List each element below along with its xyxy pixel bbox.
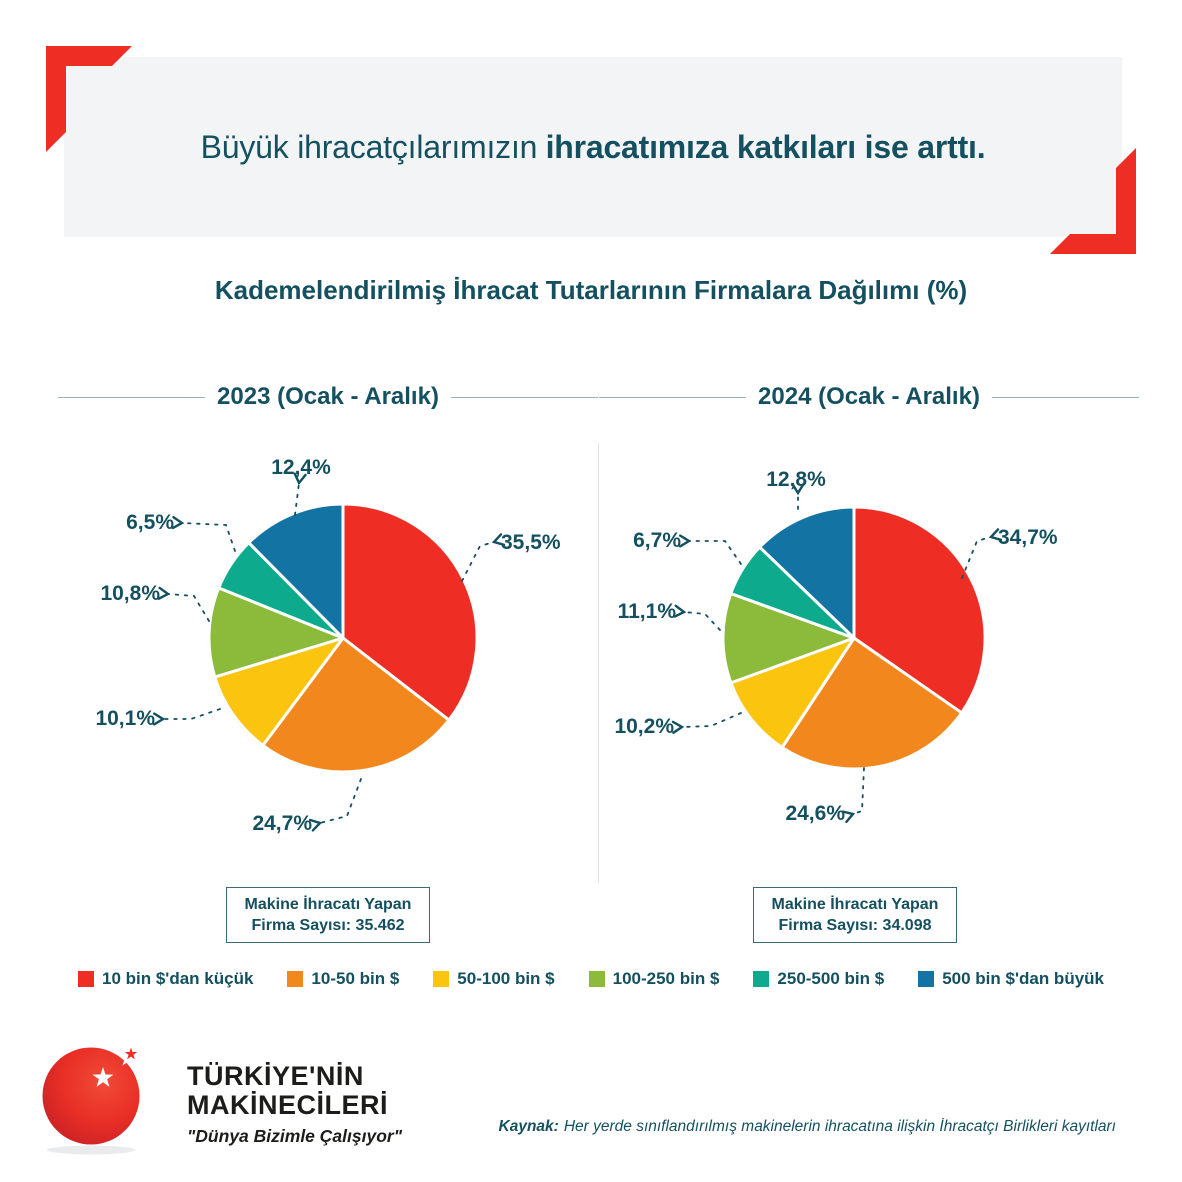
corner-accent-top-left-icon	[46, 46, 132, 152]
title-rule-left	[58, 396, 206, 398]
page-title-regular: Büyük ihracatçılarımızın	[200, 128, 538, 165]
chart-2024: 2024 (Ocak - Aralık) 34,7% 24,6% 10,2% 11,1…	[599, 379, 1139, 943]
pie-slice-2	[780, 636, 964, 771]
logo-red-star-icon	[117, 1039, 145, 1066]
legend-label: 500 bin $'dan büyük	[942, 969, 1104, 988]
pie-value-label: 10,8%	[100, 582, 160, 605]
chart-2023: 2023 (Ocak - Aralık) 35,5% 24,7% 10,1% 10,8…	[58, 379, 598, 943]
pie-value-label: 10,2%	[614, 715, 674, 738]
leader-line	[295, 483, 299, 516]
brand-name: TÜRKİYE'NİN MAKİNECİLERİ	[187, 1062, 447, 1120]
pie-slice-1	[852, 505, 987, 715]
pie-slice-4	[207, 586, 345, 679]
leader-line	[320, 778, 362, 823]
pie-value-label: 12,8%	[766, 468, 826, 491]
leader-line	[853, 767, 865, 814]
page-title: Büyük ihracatçılarımızın ihracatımıza kat…	[201, 129, 986, 166]
legend-swatch-orange	[287, 971, 304, 987]
firm-count-line1: Makine İhracatı Yapan	[771, 896, 939, 913]
source-note: Kaynak: Her yerde sınıflandırılmış makine…	[499, 1118, 1116, 1136]
pie-value-label: 34,7%	[998, 526, 1058, 549]
firm-count-line1: Makine İhracatı Yapan	[244, 896, 412, 913]
legend-label: 10-50 bin $	[311, 969, 400, 988]
header-banner: Büyük ihracatçılarımızın ihracatımıza kat…	[46, 46, 1136, 254]
legend-swatch-blue	[918, 971, 935, 987]
pie-value-label: 10,1%	[95, 707, 155, 730]
chart-title-text: 2024 (Ocak - Aralık)	[758, 383, 980, 410]
pie-chart-2023: 35,5% 24,7% 10,1% 10,8% 6,5% 12,4%	[95, 456, 561, 835]
legend-swatch-green	[588, 971, 605, 987]
legend-label: 100-250 bin $	[612, 969, 720, 988]
pie-value-label: 12,4%	[271, 456, 331, 479]
leader-line	[682, 712, 742, 727]
pie-value-label: 6,5%	[126, 511, 174, 534]
pie-value-label: 24,7%	[252, 812, 312, 835]
page-subtitle: Kademelendirilmiş İhracat Tutarlarının F…	[214, 275, 968, 305]
legend-label: 50-100 bin $	[457, 969, 555, 988]
pie-slice-4	[721, 592, 856, 685]
pie-slice-6	[247, 502, 345, 640]
title-rule-right	[450, 396, 598, 398]
legend-swatch-red	[77, 971, 94, 987]
leader-line	[168, 594, 210, 622]
vertical-divider	[598, 443, 599, 883]
leader-line	[461, 542, 494, 582]
pie-slice-3	[213, 636, 345, 747]
brand-text: TÜRKİYE'NİN MAKİNECİLERİ "Dünya Bizimle Ç…	[187, 1062, 447, 1147]
logo-white-star-icon	[92, 1067, 114, 1087]
pie-chart-2024: 34,7% 24,6% 10,2% 11,1% 6,7% 12,8%	[614, 468, 1058, 825]
legend-label: 250-500 bin $	[777, 969, 885, 988]
chart-title-text: 2023 (Ocak - Aralık)	[217, 383, 439, 410]
legend-item: 250-500 bin $	[753, 969, 884, 989]
chart-title-2023: 2023 (Ocak - Aralık)	[58, 379, 598, 415]
legend-swatch-teal	[753, 971, 770, 987]
leader-line	[163, 708, 221, 719]
leader-line	[182, 523, 236, 552]
pie-value-label: 11,1%	[618, 600, 677, 623]
brand-name-line2: MAKİNECİLERİ	[187, 1090, 388, 1120]
title-rule-right	[991, 396, 1139, 398]
title-rule-left	[599, 396, 747, 398]
firm-count-line2: Firma Sayısı: 34.098	[778, 917, 932, 934]
brand-name-line1: TÜRKİYE'NİN	[187, 1061, 364, 1091]
legend-item: 10-50 bin $	[287, 969, 399, 989]
leader-line	[684, 612, 721, 631]
source-text: Her yerde sınıflandırılmış makinelerin i…	[563, 1118, 1116, 1135]
logo-circle	[42, 1047, 140, 1145]
logo-shadow	[47, 1145, 135, 1155]
legend-label: 10 bin $'dan küçük	[101, 969, 254, 988]
brand-tagline: "Dünya Bizimle Çalışıyor"	[187, 1126, 402, 1146]
footer: TÜRKİYE'NİN MAKİNECİLERİ "Dünya Bizimle Ç…	[0, 1039, 1182, 1182]
pie-slice-3	[729, 636, 856, 749]
firm-count-box-2023: Makine İhracatı Yapan Firma Sayısı: 35.4…	[225, 887, 431, 943]
legend-item: 100-250 bin $	[588, 969, 720, 989]
charts-row: 2023 (Ocak - Aralık) 35,5% 24,7% 10,1% 10,8…	[0, 379, 1182, 943]
leader-line	[689, 541, 742, 565]
brand-logo-mark-icon	[42, 1039, 145, 1155]
chart-title-2024: 2024 (Ocak - Aralık)	[599, 379, 1139, 415]
pie-value-label: 35,5%	[501, 531, 561, 554]
legend-item: 10 bin $'dan küçük	[77, 969, 254, 989]
legend-swatch-yellow	[433, 971, 450, 987]
pie-value-label: 6,7%	[633, 529, 681, 552]
legend: 10 bin $'dan küçük 10-50 bin $ 50-100 bi…	[0, 969, 1182, 989]
corner-accent-bottom-right-icon	[1050, 148, 1136, 254]
legend-item: 50-100 bin $	[433, 969, 555, 989]
pie-value-label: 24,6%	[785, 802, 845, 825]
page-title-bold: ihracatımıza katkıları ise arttı.	[545, 128, 986, 165]
firm-count-box-2024: Makine İhracatı Yapan Firma Sayısı: 34.0…	[752, 887, 958, 943]
pie-slice-6	[758, 505, 856, 640]
legend-item: 500 bin $'dan büyük	[918, 969, 1104, 989]
pie-slice-2	[261, 636, 451, 774]
firm-count-line2: Firma Sayısı: 35.462	[251, 917, 405, 934]
source-label: Kaynak:	[498, 1118, 559, 1135]
